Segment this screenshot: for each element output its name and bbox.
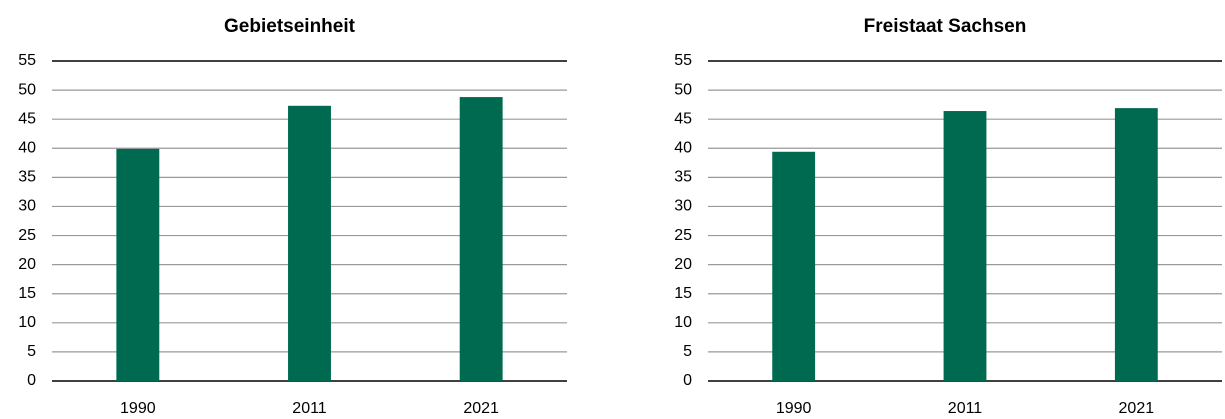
bar — [943, 111, 987, 381]
y-tick-label: 35 — [674, 169, 692, 186]
y-tick-label: 10 — [674, 314, 692, 331]
chart-title: Gebietseinheit — [224, 16, 356, 37]
y-tick-label: 55 — [18, 52, 36, 69]
x-tick-label: 2011 — [948, 400, 983, 417]
y-tick-label: 55 — [674, 52, 692, 69]
y-tick-label: 40 — [18, 139, 36, 156]
y-tick-label: 15 — [18, 285, 36, 302]
y-tick-label: 15 — [674, 285, 692, 302]
y-tick-label: 45 — [674, 110, 692, 127]
x-tick-label: 2011 — [292, 400, 327, 417]
y-tick-label: 5 — [683, 343, 692, 360]
y-tick-label: 10 — [18, 314, 36, 331]
x-tick-label: 1990 — [120, 400, 156, 417]
y-tick-label: 25 — [18, 227, 36, 244]
y-tick-label: 50 — [18, 81, 36, 98]
y-tick-label: 30 — [674, 198, 692, 215]
bar — [116, 148, 160, 381]
y-tick-label: 45 — [18, 110, 36, 127]
y-tick-label: 5 — [27, 343, 36, 360]
x-tick-label: 1990 — [776, 400, 812, 417]
bar — [459, 97, 503, 381]
y-tick-label: 0 — [27, 372, 36, 389]
y-tick-label: 30 — [18, 198, 36, 215]
y-tick-label: 20 — [674, 256, 692, 273]
y-tick-label: 50 — [674, 81, 692, 98]
y-tick-label: 20 — [18, 256, 36, 273]
bar — [1114, 108, 1158, 382]
bar — [772, 151, 816, 381]
y-tick-label: 0 — [683, 372, 692, 389]
x-tick-label: 2021 — [1119, 400, 1155, 417]
y-tick-label: 25 — [674, 227, 692, 244]
chart-title: Freistaat Sachsen — [864, 16, 1027, 37]
y-tick-label: 35 — [18, 169, 36, 186]
y-tick-label: 40 — [674, 139, 692, 156]
x-tick-label: 2021 — [463, 400, 499, 417]
bar — [288, 105, 331, 382]
